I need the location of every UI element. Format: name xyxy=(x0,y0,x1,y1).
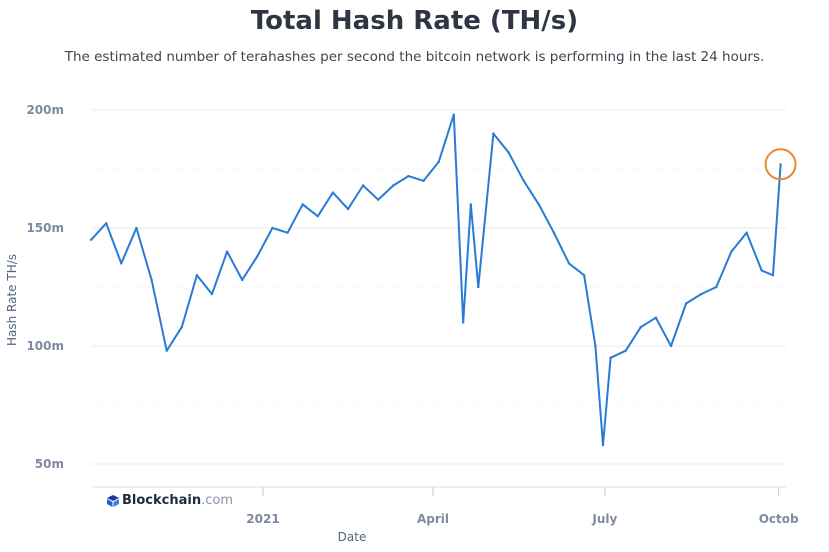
data-point xyxy=(452,113,455,116)
y-tick-label: 150m xyxy=(26,221,64,235)
data-point xyxy=(422,179,425,182)
brand-name: Blockchain xyxy=(122,493,202,508)
data-point xyxy=(165,349,168,352)
data-point xyxy=(150,278,153,282)
data-point xyxy=(639,325,642,329)
data-point xyxy=(89,238,93,241)
y-axis: 50m 100m 150m 200m xyxy=(26,103,64,471)
y-tick-label: 100m xyxy=(26,339,64,353)
data-point xyxy=(180,325,183,329)
data-point xyxy=(316,215,319,218)
data-point xyxy=(567,262,571,265)
x-tick-label: July xyxy=(591,512,617,526)
y-tick-label: 200m xyxy=(26,103,64,117)
chart-subtitle: The estimated number of terahashes per s… xyxy=(64,49,765,65)
data-point xyxy=(469,203,472,206)
data-point xyxy=(492,132,495,135)
data-point xyxy=(256,255,259,258)
data-point xyxy=(582,274,586,277)
data-point xyxy=(654,316,658,319)
data-point xyxy=(377,198,380,201)
data-point xyxy=(271,226,274,230)
data-point xyxy=(684,302,688,305)
data-point xyxy=(760,269,763,272)
data-point xyxy=(669,344,673,348)
brand-tld: .com xyxy=(201,493,233,508)
data-point xyxy=(771,274,775,277)
x-tick-label: April xyxy=(417,512,449,526)
y-tick-label: 50m xyxy=(35,457,64,471)
data-point xyxy=(624,349,627,352)
data-point xyxy=(361,184,365,187)
data-point xyxy=(522,179,525,182)
data-point xyxy=(779,163,782,166)
data-point xyxy=(392,184,395,187)
data-point xyxy=(730,250,733,253)
data-point xyxy=(477,285,480,289)
data-point xyxy=(135,226,138,230)
data-point xyxy=(286,231,289,234)
data-point xyxy=(437,160,440,164)
x-tick-label: 2021 xyxy=(246,512,279,526)
data-point xyxy=(745,231,748,234)
y-axis-title: Hash Rate TH/s xyxy=(5,254,19,346)
x-axis-title: Date xyxy=(338,530,367,544)
data-point xyxy=(241,278,244,282)
data-point xyxy=(462,321,465,324)
data-point xyxy=(594,344,597,348)
x-axis: 2021 April July Octob xyxy=(246,487,799,526)
series-line xyxy=(90,113,782,447)
data-point xyxy=(609,356,612,359)
data-point xyxy=(120,262,123,265)
latest-value-highlight xyxy=(764,148,797,181)
x-tick-label: Octob xyxy=(759,512,799,526)
series-layer xyxy=(89,113,782,447)
chart-title: Total Hash Rate (TH/s) xyxy=(250,6,579,36)
data-point xyxy=(331,191,335,194)
data-point xyxy=(195,274,199,277)
data-point xyxy=(715,285,718,289)
data-point xyxy=(700,292,703,296)
data-point xyxy=(210,292,214,296)
data-point xyxy=(601,443,605,447)
highlight-layer xyxy=(764,148,797,181)
brand-logo[interactable]: Blockchain .com xyxy=(107,493,233,508)
data-point xyxy=(507,151,510,154)
data-point xyxy=(225,250,229,253)
data-point xyxy=(537,203,540,206)
data-point xyxy=(407,174,410,178)
data-point xyxy=(105,222,108,225)
blockchain-logo-icon xyxy=(107,494,119,507)
data-point xyxy=(346,207,350,211)
data-point xyxy=(552,231,556,234)
grid-lines xyxy=(92,109,786,488)
data-point xyxy=(301,203,304,206)
